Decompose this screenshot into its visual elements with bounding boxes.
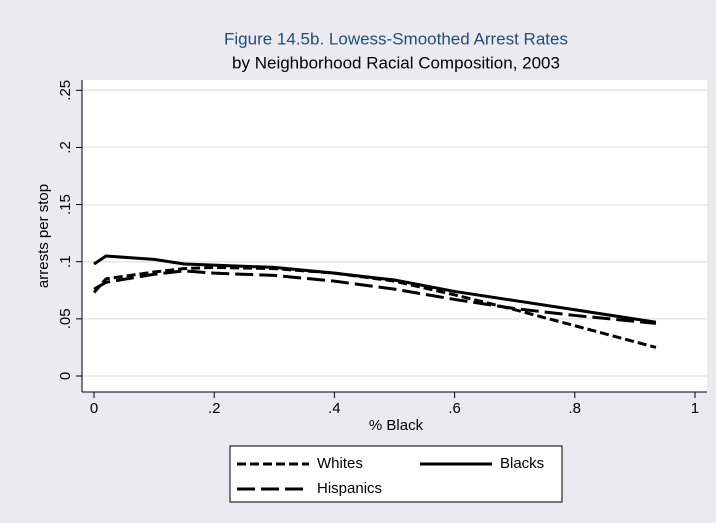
y-tick-label: .2: [57, 141, 74, 154]
y-tick-label: .15: [57, 194, 74, 215]
y-tick-label: .1: [57, 255, 74, 268]
legend-label: Blacks: [500, 455, 544, 472]
plot-area: [82, 80, 707, 392]
x-tick-label: .6: [448, 400, 461, 417]
series-line: [93, 269, 657, 325]
series-line: [93, 254, 657, 324]
y-tick-label: 0: [57, 372, 74, 380]
x-axis-label: % Black: [369, 417, 424, 434]
series-line: [92, 265, 657, 349]
y-axis-label: arrests per stop: [35, 184, 52, 288]
legend-box: [229, 445, 563, 503]
legend-label: Whites: [317, 455, 363, 472]
y-tick-label: .25: [57, 80, 74, 101]
chart-title: Figure 14.5b. Lowess-Smoothed Arrest Rat…: [224, 29, 568, 48]
legend-label: Hispanics: [317, 480, 382, 497]
x-tick-label: .4: [328, 400, 341, 417]
x-tick-label: .2: [208, 400, 221, 417]
x-tick-label: 1: [691, 400, 699, 417]
x-tick-label: 0: [90, 400, 98, 417]
x-tick-label: .8: [569, 400, 582, 417]
chart-subtitle: by Neighborhood Racial Composition, 2003: [232, 53, 560, 72]
y-tick-label: .05: [57, 308, 74, 329]
